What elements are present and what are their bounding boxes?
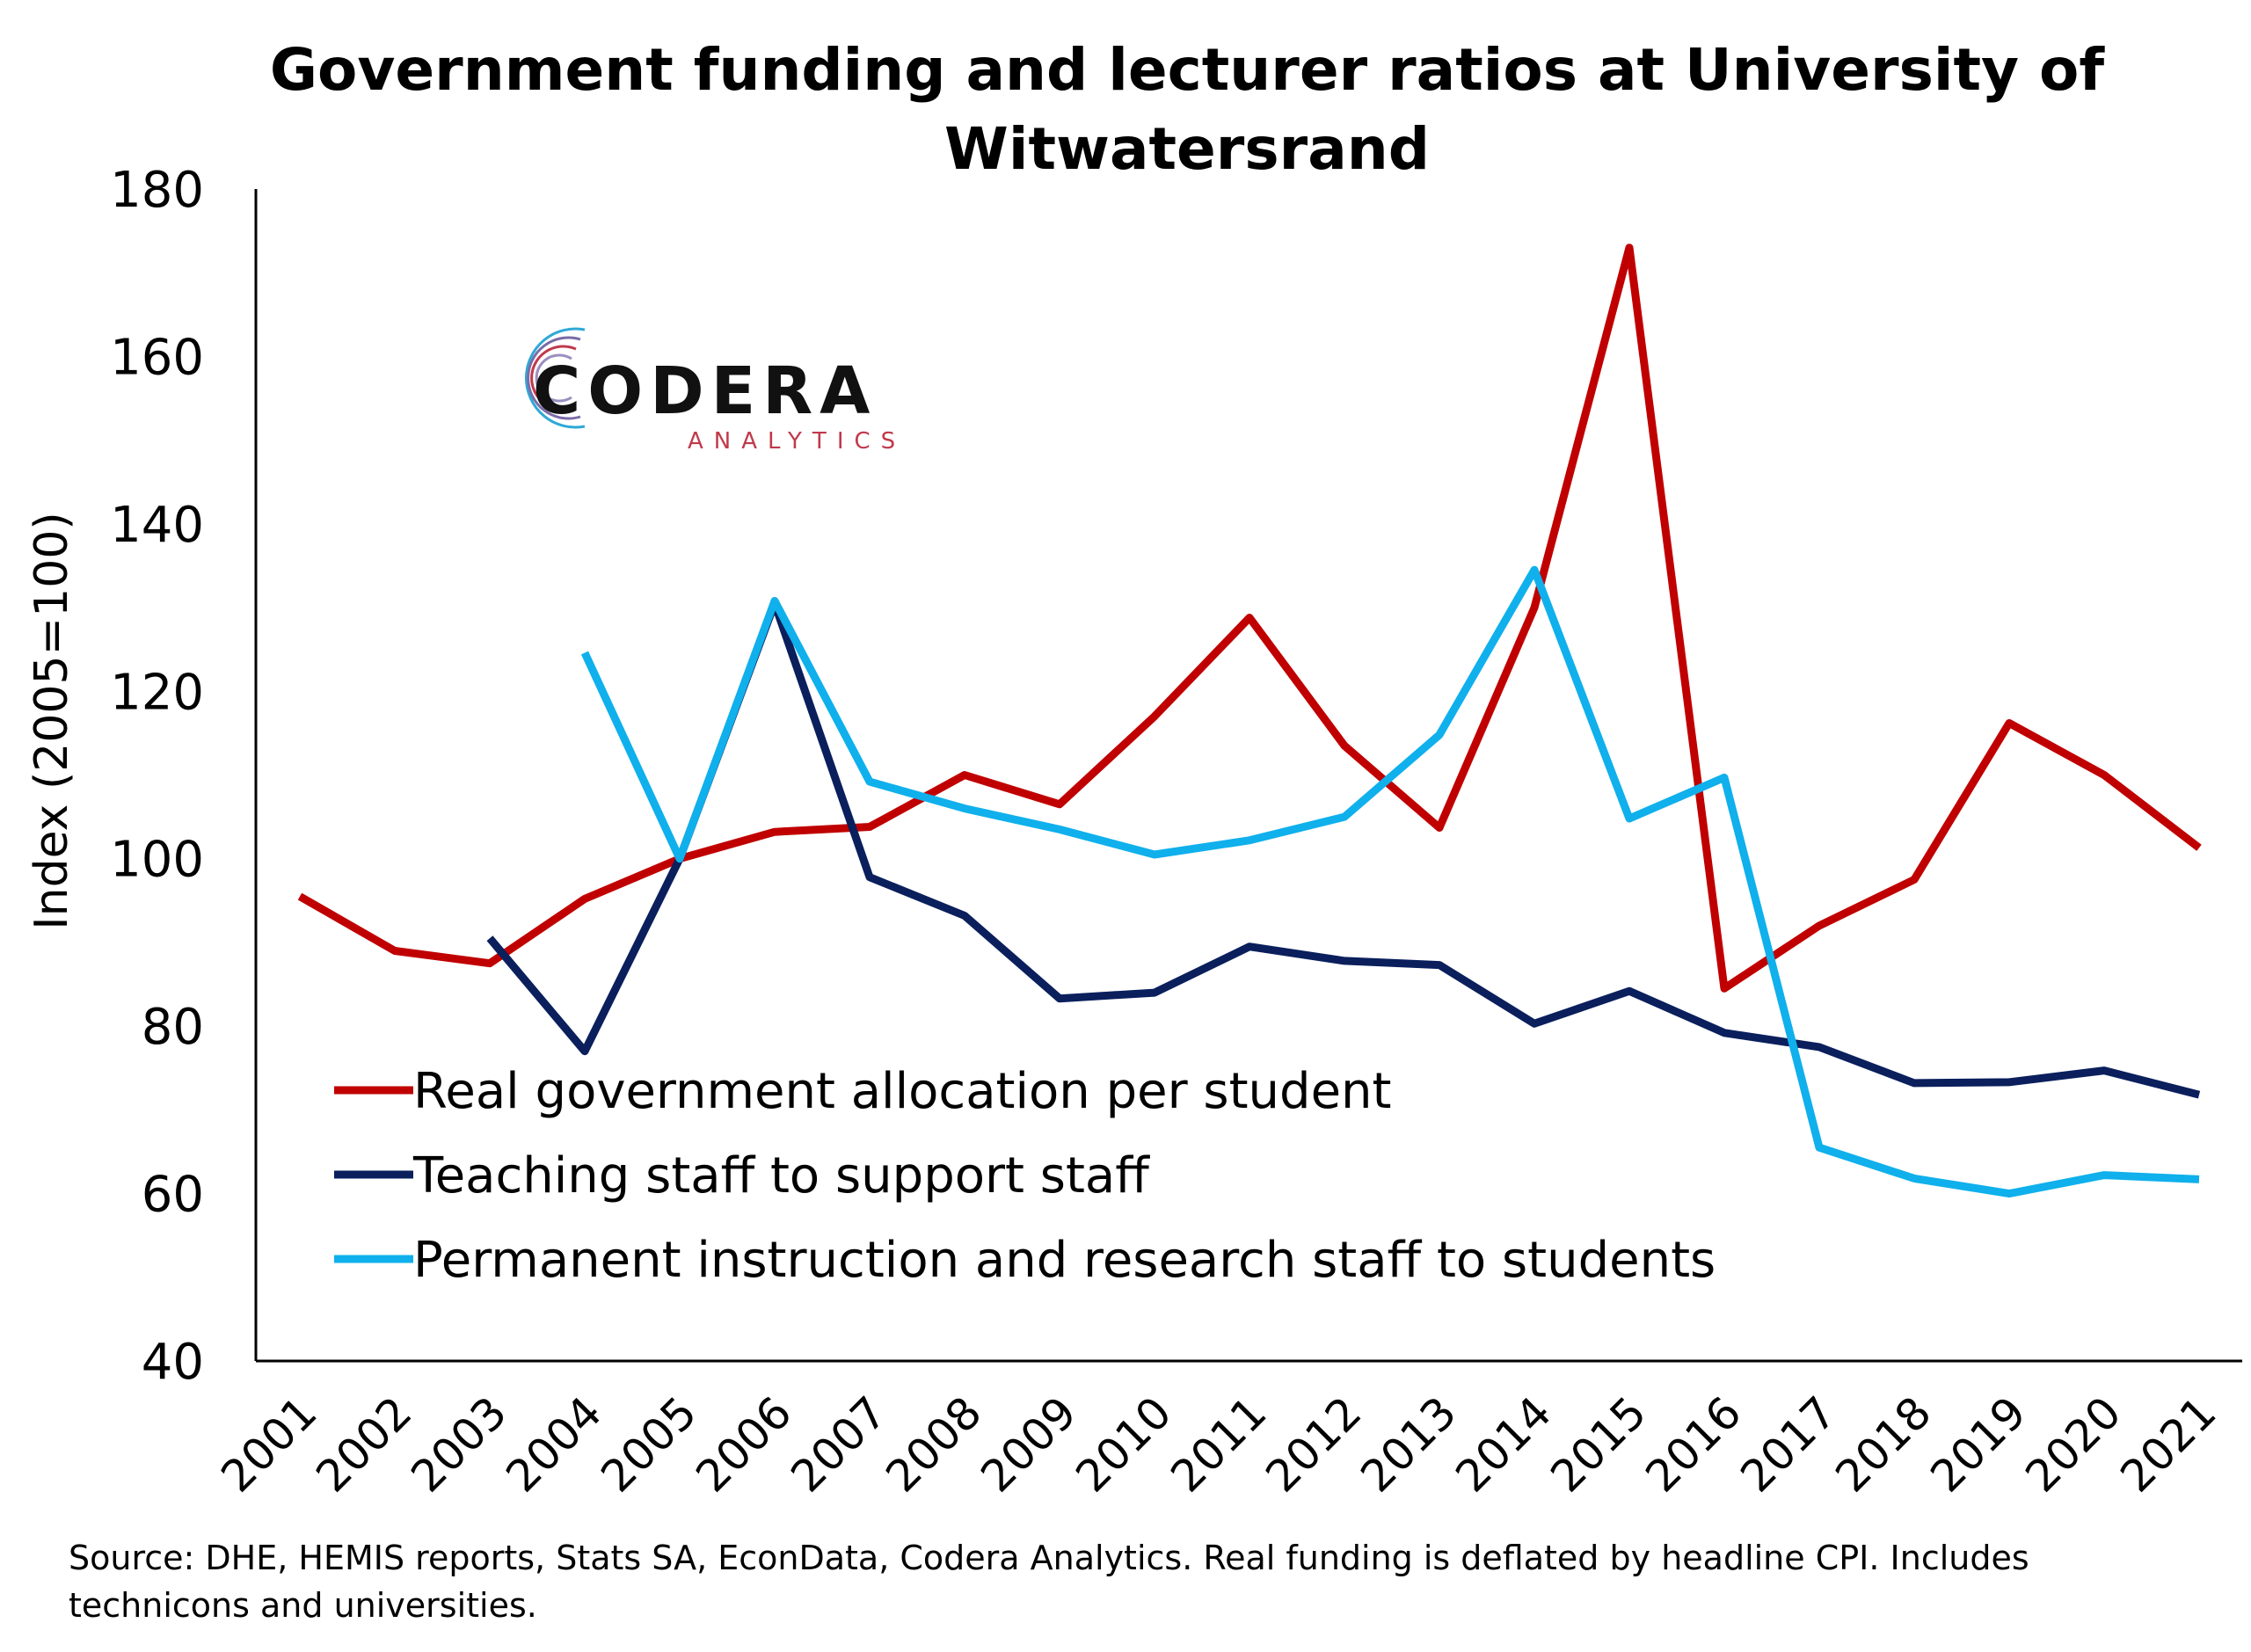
series-line-1 xyxy=(297,244,2202,993)
x-tick-label: 2004 xyxy=(496,1386,611,1502)
x-tick-label: 2016 xyxy=(1635,1386,1751,1502)
y-tick-label: 80 xyxy=(142,999,204,1056)
series-line-3 xyxy=(580,565,2200,1198)
x-tick-label: 2015 xyxy=(1541,1386,1656,1502)
x-tick-label: 2013 xyxy=(1351,1386,1466,1502)
x-tick-label: 2012 xyxy=(1256,1386,1371,1502)
y-tick-label: 40 xyxy=(142,1334,204,1391)
x-tick-label: 2010 xyxy=(1066,1386,1181,1502)
x-axis-ticks: 2001200220032004200520062007200820092010… xyxy=(211,1386,2226,1502)
x-tick-label: 2008 xyxy=(876,1386,991,1502)
y-tick-label: 140 xyxy=(110,497,204,554)
logo-name: CODERA xyxy=(533,353,877,429)
legend: Real government allocation per student Te… xyxy=(334,1063,1716,1289)
legend-label-1: Real government allocation per student xyxy=(413,1063,1391,1120)
y-tick-label: 100 xyxy=(110,832,204,889)
x-tick-label: 2009 xyxy=(971,1386,1086,1502)
x-tick-label: 2006 xyxy=(686,1386,801,1502)
x-tick-label: 2001 xyxy=(211,1386,326,1502)
y-tick-label: 180 xyxy=(110,162,204,219)
y-tick-label: 120 xyxy=(110,664,204,721)
chart-title: Government funding and lecturer ratios a… xyxy=(270,36,2106,183)
x-tick-label: 2021 xyxy=(2110,1386,2226,1502)
x-tick-label: 2020 xyxy=(2015,1386,2131,1502)
x-tick-label: 2011 xyxy=(1161,1386,1276,1502)
legend-label-2: Teaching staff to support staff xyxy=(412,1147,1150,1204)
x-tick-label: 2017 xyxy=(1730,1386,1846,1502)
logo-subtitle: ANALYTICS xyxy=(688,428,906,455)
x-tick-label: 2007 xyxy=(781,1386,896,1502)
y-axis-ticks: 40 60 80 100 120 140 160 180 xyxy=(110,162,204,1391)
x-tick-label: 2019 xyxy=(1920,1386,2036,1502)
y-tick-label: 160 xyxy=(110,329,204,386)
codera-logo: CODERA ANALYTICS xyxy=(524,327,906,455)
source-note: Source: DHE, HEMIS reports, Stats SA, Ec… xyxy=(69,1539,2029,1625)
x-tick-label: 2018 xyxy=(1825,1386,1941,1502)
series-lines xyxy=(297,244,2202,1198)
chart-title-line-1: Government funding and lecturer ratios a… xyxy=(270,36,2106,104)
x-tick-label: 2002 xyxy=(306,1386,421,1502)
x-tick-label: 2003 xyxy=(401,1386,516,1502)
x-tick-label: 2005 xyxy=(591,1386,706,1502)
logo-circle-mark-icon xyxy=(524,327,586,429)
y-tick-label: 60 xyxy=(142,1167,204,1224)
chart-title-line-2: Witwatersrand xyxy=(944,115,1430,183)
legend-label-3: Permanent instruction and research staff… xyxy=(413,1232,1716,1289)
y-axis-label: Index (2005=100) xyxy=(25,512,78,929)
x-tick-label: 2014 xyxy=(1446,1386,1561,1502)
